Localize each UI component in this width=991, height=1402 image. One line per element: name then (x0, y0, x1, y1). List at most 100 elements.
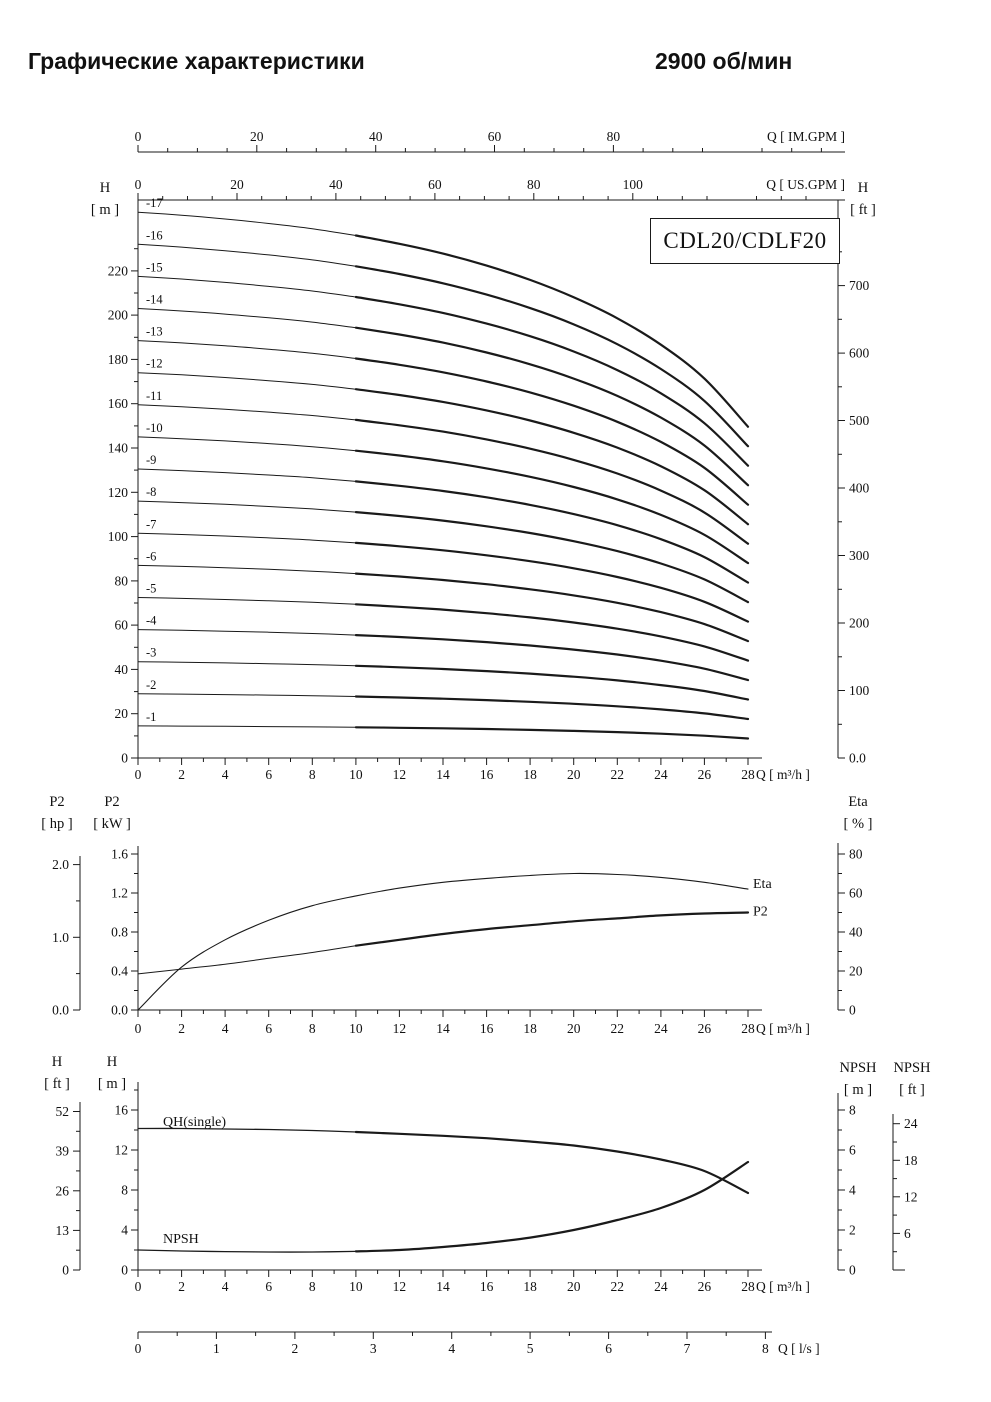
tick-label: 80 (115, 573, 129, 588)
tick-label: 160 (108, 396, 129, 411)
stage-curve-thin--11 (137, 404, 357, 421)
tick-label: 22 (611, 1021, 625, 1036)
stage-curve--4 (354, 634, 750, 682)
tick-label: 20 (230, 177, 244, 192)
tick-label: 100 (108, 529, 129, 544)
tick-label: 22 (611, 1279, 625, 1294)
tick-label: 8 (309, 767, 316, 782)
h-m-axis-header: H (107, 1054, 118, 1070)
tick-label: 0 (135, 1021, 142, 1036)
tick-label: 180 (108, 352, 129, 367)
tick-label: 140 (108, 441, 129, 456)
tick-label: 100 (849, 683, 870, 698)
tick-label: 0 (135, 177, 142, 192)
tick-label: 10 (349, 767, 363, 782)
stage-curve-thin--2 (137, 693, 357, 697)
stage-curve-thin--4 (137, 629, 357, 636)
tick-label: 2.0 (52, 857, 69, 872)
stage-curve-thin--10 (137, 436, 357, 452)
tick-label: 80 (849, 847, 863, 862)
stage-curve--15 (354, 295, 750, 467)
q-m3h-axis-label: Q [ m³/h ] (756, 1279, 810, 1294)
h-ft-axis-header: H (858, 180, 869, 196)
tick-label: 6 (605, 1341, 612, 1356)
tick-label: 1.2 (111, 886, 128, 901)
tick-label: 10 (349, 1279, 363, 1294)
head-curves-chart: 0 20 40 60 80 Q [ IM.GPM ]0 20 40 60 80 100 Q [ US.… (91, 129, 876, 782)
tick-label: 40 (849, 925, 863, 940)
im-gpm-axis-label: Q [ IM.GPM ] (767, 129, 845, 144)
tick-label: 1.0 (52, 930, 69, 945)
stage-label: -8 (146, 485, 156, 499)
stage-label: -12 (146, 357, 163, 371)
tick-label: 200 (108, 308, 129, 323)
eta-curve (137, 872, 749, 1011)
tick-label: 1.6 (111, 847, 128, 862)
tick-label: 120 (108, 485, 129, 500)
tick-label: 26 (698, 767, 712, 782)
tick-label: 4 (222, 767, 229, 782)
stage-curve-thin--12 (137, 372, 357, 390)
qh-single-curve-label: QH(single) (163, 1115, 226, 1130)
stage-curve-thin--7 (137, 532, 357, 544)
tick-label: 40 (329, 177, 343, 192)
h-ft-axis-header: [ ft ] (44, 1076, 70, 1092)
model-name: CDL20/CDLF20 (663, 228, 827, 253)
tick-label: 600 (849, 346, 870, 361)
tick-label: 16 (480, 1021, 494, 1036)
stage-label: -9 (146, 453, 156, 467)
tick-label: 2 (849, 1223, 856, 1238)
tick-label: 0 (849, 1003, 856, 1018)
tick-label: 100 (623, 177, 644, 192)
stage-curve--8 (354, 511, 750, 604)
q-ls-axis-label: Q [ l/s ] (778, 1341, 820, 1356)
p2-curve-label: P2 (753, 905, 768, 920)
tick-label: 24 (904, 1116, 918, 1131)
tick-label: 39 (56, 1144, 70, 1159)
tick-label: 0.0 (111, 1003, 128, 1018)
p2-kw-axis-header: [ kW ] (93, 816, 131, 832)
tick-label: 18 (523, 1279, 537, 1294)
tick-label: 0 (135, 1279, 142, 1294)
npsh-curve-label: NPSH (163, 1232, 199, 1247)
tick-label: 0 (62, 1263, 69, 1278)
tick-label: 4 (448, 1341, 455, 1356)
p2-curve (354, 911, 750, 947)
tick-label: 500 (849, 413, 870, 428)
stage-label: -11 (146, 389, 162, 403)
tick-label: 12 (904, 1189, 918, 1204)
stage-label: -2 (146, 678, 156, 692)
stage-curve-thin--8 (137, 500, 357, 513)
tick-label: 400 (849, 481, 870, 496)
tick-label: 20 (567, 1021, 581, 1036)
h-ft-axis-header: H (52, 1054, 63, 1070)
tick-label: 0.0 (52, 1003, 69, 1018)
npsh-curve-thin (137, 1249, 357, 1253)
stage-curve--2 (354, 695, 750, 721)
tick-label: 6 (265, 767, 272, 782)
tick-label: 16 (480, 1279, 494, 1294)
tick-label: 200 (849, 616, 870, 631)
tick-label: 2 (178, 1021, 185, 1036)
tick-label: 20 (849, 964, 863, 979)
tick-label: 0 (135, 129, 142, 144)
tick-label: 60 (428, 177, 442, 192)
stage-label: -5 (146, 582, 156, 596)
tick-label: 8 (762, 1341, 769, 1356)
tick-label: 18 (904, 1153, 918, 1168)
stage-curve--9 (354, 480, 750, 584)
tick-label: 2 (178, 1279, 185, 1294)
tick-label: 8 (849, 1103, 856, 1118)
stage-label: -4 (146, 614, 157, 628)
stage-curve--3 (354, 664, 750, 701)
stage-curve-thin--13 (137, 340, 357, 359)
tick-label: 28 (741, 767, 755, 782)
q-m3h-axis-label: Q [ m³/h ] (756, 767, 810, 782)
stage-curve--16 (354, 265, 750, 448)
tick-label: 8 (309, 1021, 316, 1036)
tick-label: 0 (121, 1263, 128, 1278)
stage-curve--14 (354, 326, 750, 487)
h-m-axis-header: [ m ] (91, 202, 119, 218)
eta-axis-header: [ % ] (844, 816, 873, 832)
tick-label: 0 (849, 1263, 856, 1278)
